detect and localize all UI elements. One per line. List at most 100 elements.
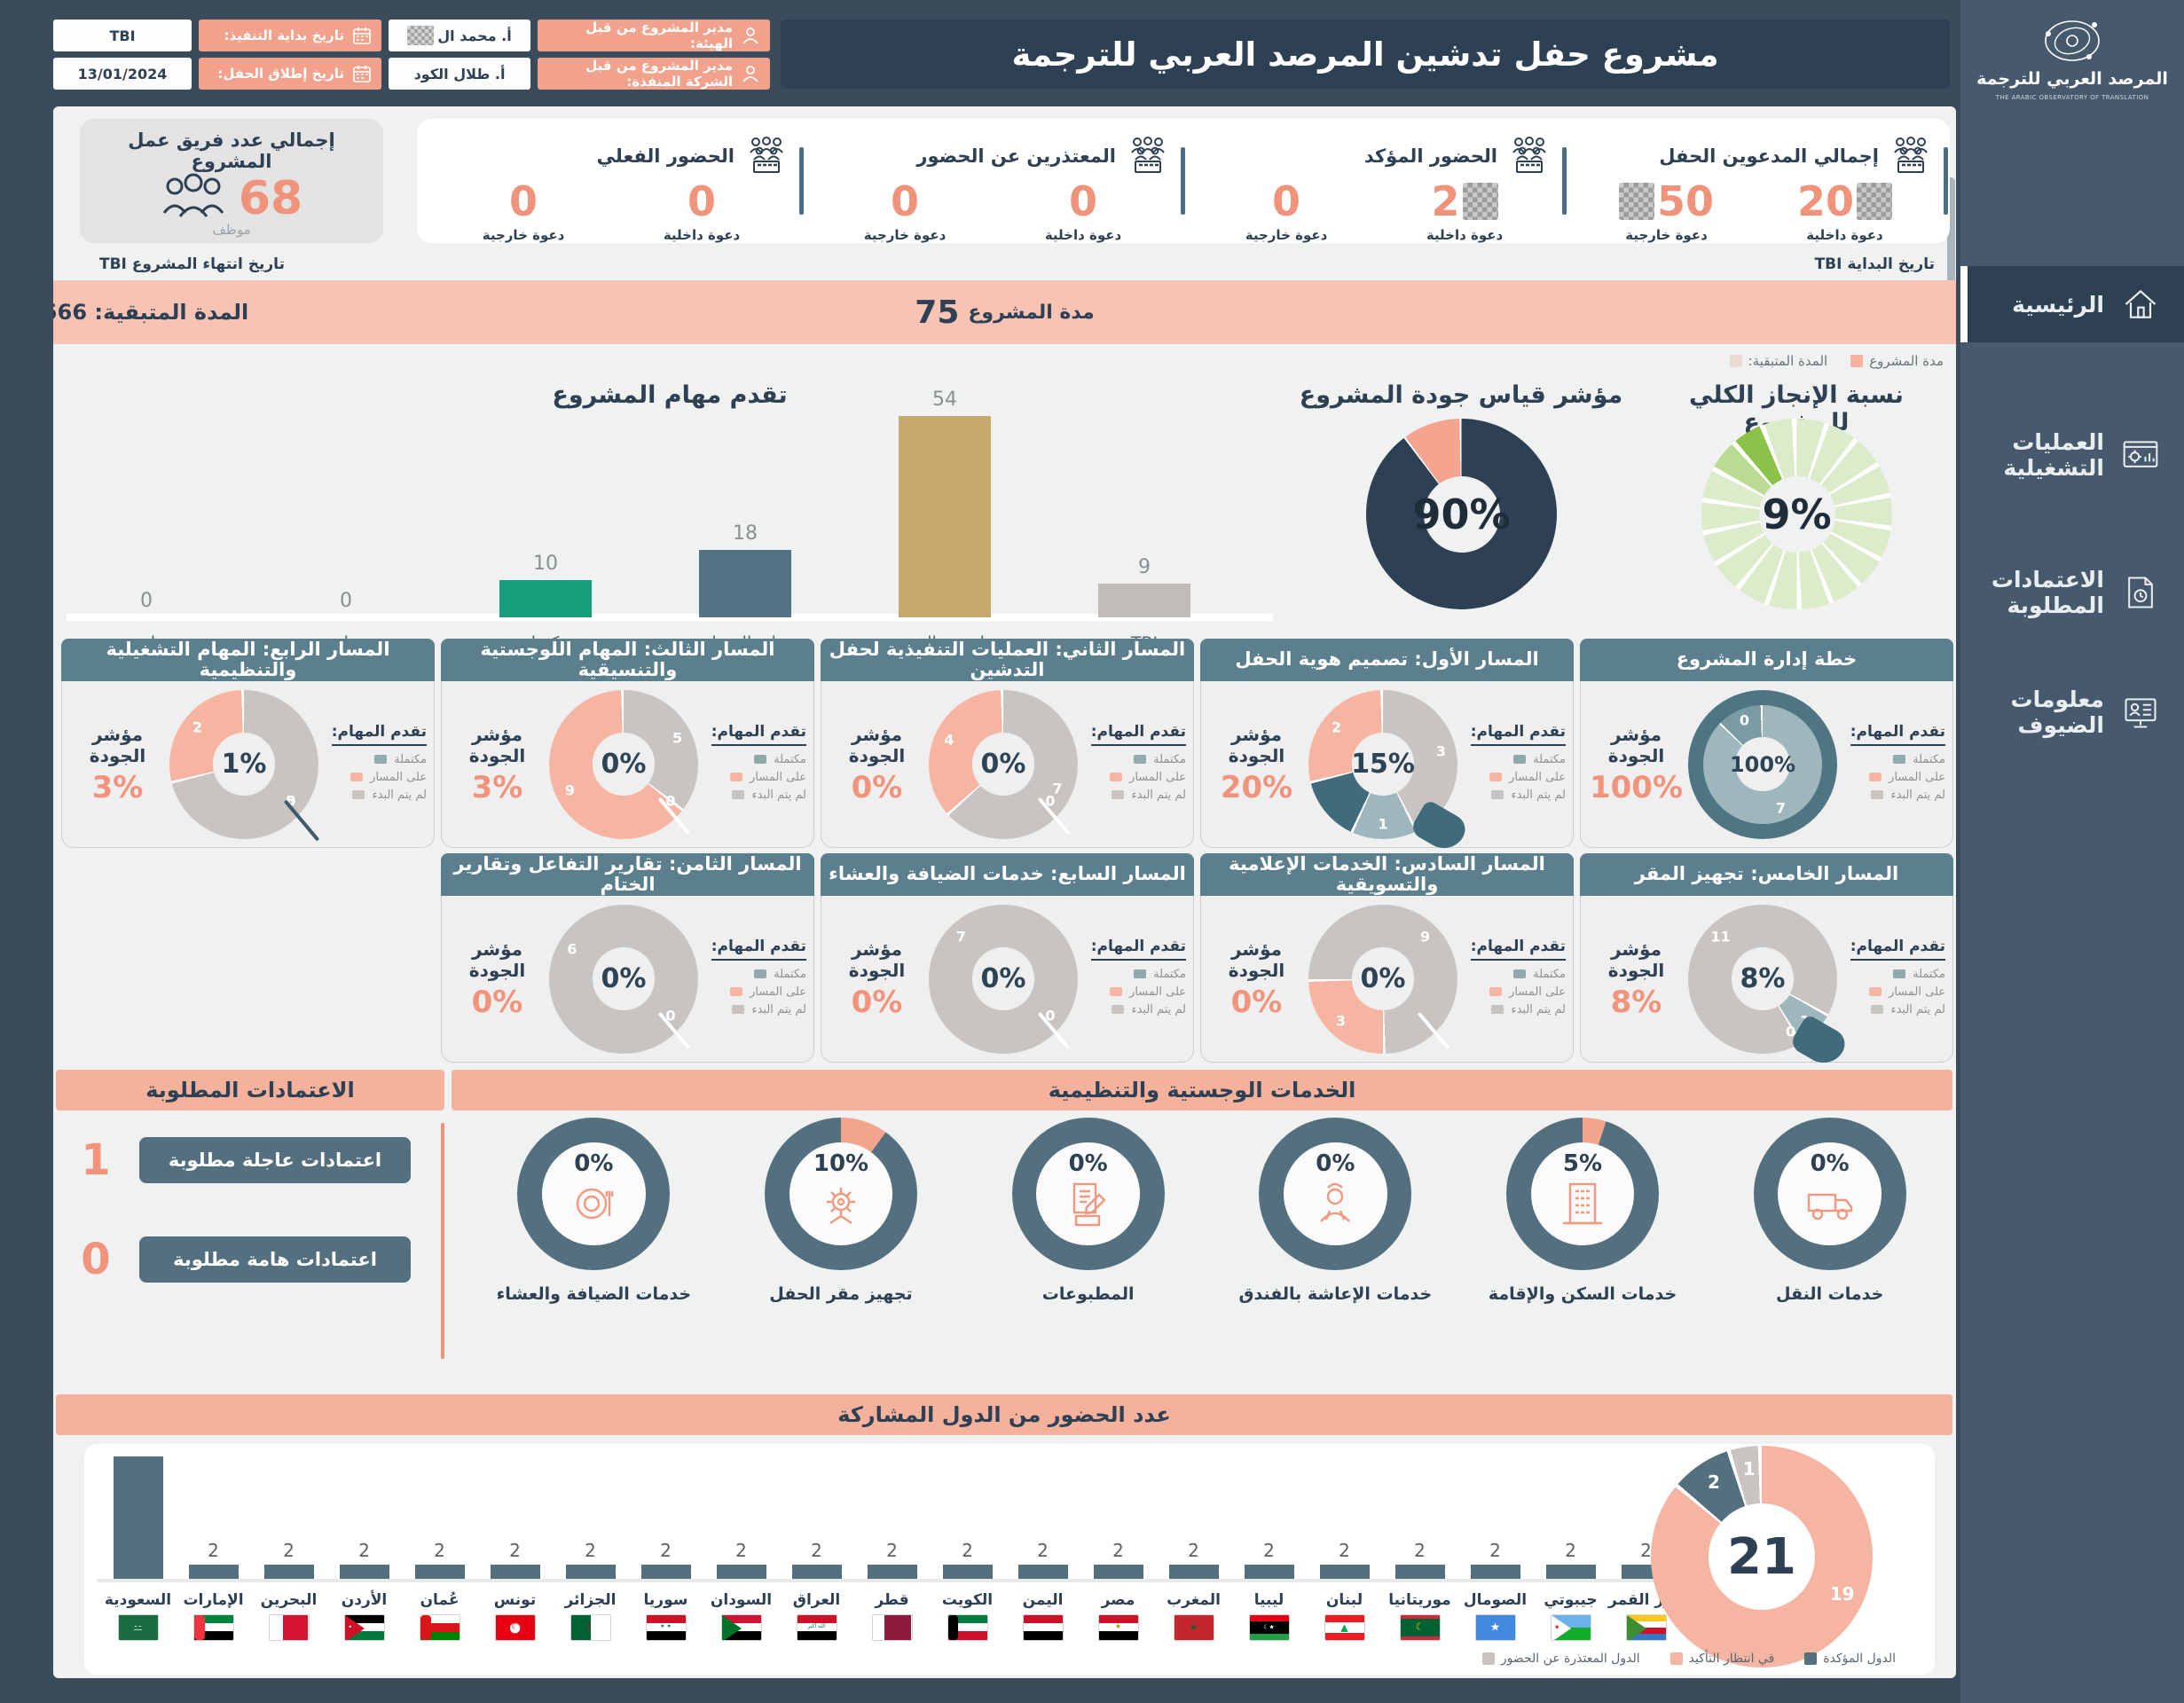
approval-pill[interactable]: اعتمادات هامة مطلوبة	[139, 1236, 411, 1283]
track-card-title: المسار الثالث: المهام اللوجستية والتنسيق…	[441, 639, 814, 681]
flag-emblem: ☾	[585, 1621, 595, 1634]
approval-pill[interactable]: اعتمادات عاجلة مطلوبة	[139, 1137, 411, 1183]
legend-swatch	[1871, 790, 1884, 799]
project-start-date: تاريخ البداية TBI	[1814, 255, 1935, 273]
flag-stripe	[1249, 1615, 1289, 1621]
service-percent: 5%	[1562, 1150, 1603, 1177]
quality-label: مؤشر الجودة	[1228, 723, 1285, 766]
bar-column: 0	[297, 590, 395, 617]
service-cell[interactable]: 0% المطبوعات	[964, 1118, 1212, 1304]
service-cell[interactable]: 0% خدمات الضيافة والعشاء	[470, 1118, 718, 1304]
country-label-block: لبنان ▲	[1307, 1582, 1382, 1641]
flag-stripe	[947, 1631, 987, 1640]
service-percent: 10%	[813, 1150, 869, 1177]
track-card[interactable]: المسار الثامن: تقارير التفاعل وتقارير ال…	[441, 853, 814, 1063]
flag-stripe	[420, 1631, 460, 1640]
sidebar-item-1[interactable]: العمليات التشغيلية	[1960, 417, 2184, 493]
kpi-number: 0	[891, 177, 920, 225]
quality-donut-chart[interactable]: 90%	[1366, 419, 1557, 609]
track-card[interactable]: المسار الرابع: المهام التشغيلية والتنظيم…	[61, 639, 435, 848]
donut-segment-value: 7	[955, 928, 967, 946]
quality-donut: 90%	[1366, 419, 1557, 609]
legend-item: مكتملة	[1841, 753, 1945, 766]
kpi-card-values: 0 دعوة داخلية 0 دعوة خارجية	[433, 181, 790, 243]
country-value-label: 2	[585, 1540, 596, 1561]
country-bar	[263, 1565, 314, 1579]
card-accent-bar	[1181, 147, 1185, 215]
track-donut: 11108%	[1688, 904, 1850, 1071]
country-value-label: 2	[434, 1540, 445, 1561]
legend-label: على المسار	[1889, 985, 1945, 999]
kpi-value-label: دعوة خارجية	[1245, 227, 1328, 243]
app-logo: المرصد العربي للترجمة THE ARABIC OBSERVA…	[1960, 9, 2184, 101]
legend-label: في انتظار التأكيد	[1688, 1652, 1775, 1666]
tasks-bar-chart[interactable]: 0ملغية0معلقة10مكتملة18على المسار54لم يتم…	[67, 388, 1273, 653]
bar	[699, 550, 791, 617]
flag-stripe	[1324, 1615, 1364, 1622]
scrollbar-thumb[interactable]	[1947, 177, 1955, 310]
flag-stripes	[344, 1615, 384, 1640]
legend-label: على المسار	[1129, 770, 1186, 784]
sidebar: المرصد العربي للترجمة THE ARABIC OBSERVA…	[1960, 0, 2184, 1703]
track-card[interactable]: المسار الثالث: المهام اللوجستية والتنسيق…	[441, 639, 814, 848]
service-cell[interactable]: 5% خدمات السكن والإقامة	[1459, 1118, 1707, 1304]
country-name: الأردن	[341, 1591, 388, 1609]
donut-segment-value: 0	[665, 1007, 676, 1024]
flag-emblem: ☾	[1415, 1621, 1425, 1633]
service-label: تجهيز مقر الحفل	[769, 1284, 913, 1304]
sidebar-item-0[interactable]: الرئيسية	[1960, 266, 2184, 342]
service-cell[interactable]: 0% خدمات النقل	[1706, 1118, 1953, 1304]
flag-stripes	[797, 1615, 837, 1640]
legend-swatch	[754, 755, 767, 764]
legend-swatch	[1110, 987, 1123, 996]
track-card[interactable]: المسار الخامس: تجهيز المقر تقدم المهام: مك…	[1580, 853, 1953, 1071]
flag-triangle	[721, 1615, 742, 1640]
country-column: 2 الإمارات	[176, 1444, 251, 1675]
completion-donut-chart[interactable]: 9%	[1701, 419, 1892, 609]
track-donut: 5 2 0 1%	[169, 689, 320, 842]
country-bar	[867, 1565, 917, 1579]
country-name: قطر	[875, 1591, 909, 1609]
donut-segment-value: 3	[1335, 1012, 1347, 1030]
project-duration-bar[interactable]: مدة المشروع 75 المدة المتبقية: -566	[53, 280, 1956, 344]
legend-label: لم يتم البدء	[1511, 788, 1566, 802]
countries-bar-chart[interactable]: السعودية ـ ـ — 2 الإمارات 2 البحرين 2 الأردن • 2 عُ…	[97, 1444, 1764, 1675]
track-cards-row-1: خطة إدارة المشروع تقدم المهام: مكتملة على ا…	[53, 639, 1956, 856]
invitee-kpi-card: الحضور المؤكد 2 دعوة داخلية 0 دعوة خارجية	[1183, 124, 1567, 243]
flag-stripe	[344, 1631, 384, 1640]
legend-swatch	[1112, 790, 1125, 799]
kpi-card-values: 20 دعوة داخلية 50 دعوة خارجية	[1577, 181, 1934, 243]
service-cell[interactable]: 0% خدمات الإعاشة بالفندق	[1212, 1118, 1459, 1304]
country-bar-stack: 2	[1156, 1540, 1231, 1579]
donut-hole: 0%	[971, 947, 1035, 1010]
bar-value-label: 18	[733, 522, 758, 545]
flag-stripes	[947, 1615, 987, 1640]
track-card[interactable]: المسار الأول: تصميم هوية الحفل تقدم المها…	[1200, 639, 1574, 856]
country-label-block: المغرب ✶	[1156, 1582, 1231, 1641]
track-card[interactable]: المسار الثاني: العمليات التنفيذية لحفل ا…	[821, 639, 1194, 848]
project-end-date: تاريخ انتهاء المشروع TBI	[99, 255, 285, 273]
service-cell[interactable]: 10% تجهيز مقر الحفل	[718, 1118, 965, 1304]
quality-value: 3%	[471, 769, 523, 805]
flag-stripe	[646, 1623, 686, 1632]
countries-status-donut[interactable]: 19 2 1 21	[1651, 1446, 1873, 1668]
country-value-label: 2	[1188, 1540, 1199, 1561]
legend-label: على المسار	[750, 985, 806, 999]
legend-swatch	[1112, 1005, 1125, 1014]
track-card[interactable]: المسار السابع: خدمات الضيافة والعشاء تقدم…	[821, 853, 1194, 1063]
sidebar-item-2[interactable]: الاعتمادات المطلوبة	[1960, 554, 2184, 631]
donut-hole: 9%	[1758, 475, 1835, 553]
bar-column: 54	[896, 388, 994, 617]
country-column: 2 موريتانيا ☾	[1382, 1444, 1457, 1675]
pointer-needle	[1417, 1011, 1450, 1049]
quality-indicator: مؤشر الجودة 0%	[829, 938, 925, 1020]
track-card[interactable]: خطة إدارة المشروع تقدم المهام: مكتملة على ا…	[1580, 639, 1953, 848]
donut-segment-value: 7	[1775, 799, 1787, 817]
legend-item: مكتملة	[702, 753, 806, 766]
track-cards-row-2: المسار الخامس: تجهيز المقر تقدم المهام: مك…	[53, 853, 1956, 1071]
quality-label: مؤشر الجودة	[468, 723, 526, 766]
sidebar-item-3[interactable]: معلومات الضيوف	[1960, 674, 2184, 750]
track-card[interactable]: المسار السادس: الخدمات الإعلامية والتسوي…	[1200, 853, 1574, 1063]
quality-value: 8%	[1610, 984, 1662, 1020]
country-name: سوريا	[643, 1591, 688, 1609]
